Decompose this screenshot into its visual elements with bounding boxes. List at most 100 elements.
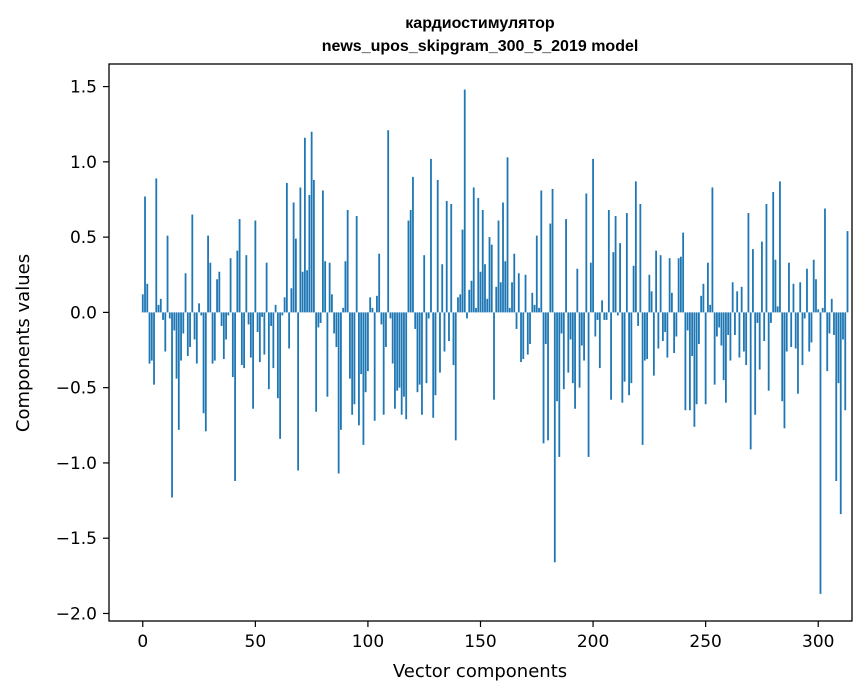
bar-259 (725, 312, 727, 403)
bar-100 (367, 312, 369, 372)
bar-120 (412, 176, 414, 313)
bar-87 (337, 312, 340, 474)
bars-group (141, 89, 849, 594)
bar-33 (216, 279, 218, 313)
bar-71 (301, 271, 304, 313)
bar-39 (229, 258, 232, 313)
bar-176 (538, 307, 540, 313)
bar-115 (400, 312, 403, 415)
bar-200 (592, 158, 594, 313)
bar-89 (342, 307, 345, 313)
bar-25 (198, 303, 200, 313)
bar-297 (810, 312, 813, 343)
bar-48 (249, 312, 252, 358)
bar-82 (326, 312, 329, 397)
bar-244 (691, 312, 694, 357)
bar-255 (716, 312, 718, 337)
bar-138 (452, 312, 455, 366)
bar-246 (695, 312, 698, 405)
bar-18 (182, 312, 185, 334)
y-tick-label-0: 1.5 (70, 78, 97, 98)
bar-170 (524, 274, 527, 313)
bar-286 (785, 312, 788, 352)
bar-78 (317, 312, 320, 328)
bar-61 (279, 312, 282, 439)
bar-69 (297, 312, 300, 471)
bar-66 (290, 288, 293, 313)
bar-92 (349, 312, 351, 379)
bar-90 (344, 261, 347, 313)
bar-145 (468, 289, 471, 313)
bar-229 (657, 312, 660, 349)
bar-240 (682, 232, 685, 313)
bar-24 (195, 312, 198, 364)
bar-12 (168, 312, 171, 319)
y-tick-label-1: 1.0 (70, 153, 97, 173)
bar-4 (150, 312, 153, 361)
y-axis-label: Components values (13, 254, 34, 432)
bar-27 (202, 312, 205, 414)
chart-title: кардиостимулятор (405, 15, 555, 32)
bar-40 (231, 312, 234, 378)
bar-143 (463, 89, 466, 313)
bar-131 (436, 179, 439, 313)
bar-132 (439, 312, 441, 373)
bar-125 (423, 255, 426, 313)
bar-235 (670, 292, 673, 313)
bar-104 (376, 295, 378, 313)
bar-15 (175, 312, 178, 379)
bar-274 (758, 312, 761, 370)
bar-51 (256, 312, 259, 332)
bar-103 (373, 312, 376, 421)
bar-148 (475, 307, 477, 313)
bar-215 (625, 213, 628, 313)
bar-80 (321, 190, 324, 313)
bar-305 (828, 312, 831, 334)
bar-140 (457, 297, 459, 313)
bar-55 (265, 262, 268, 313)
bar-105 (378, 253, 381, 313)
bar-226 (650, 291, 653, 313)
bar-36 (222, 312, 225, 360)
bar-310 (839, 312, 842, 515)
bar-194 (578, 312, 581, 388)
bar-214 (623, 312, 626, 382)
bar-169 (522, 312, 525, 360)
bar-79 (319, 312, 322, 323)
bar-10 (164, 312, 167, 352)
x-tick-label-100: 100 (352, 632, 384, 652)
bar-264 (736, 291, 739, 313)
bar-306 (830, 298, 833, 313)
bar-289 (792, 283, 795, 313)
bar-46 (245, 255, 248, 313)
bar-44 (240, 312, 243, 366)
bar-126 (425, 312, 428, 384)
bar-62 (281, 312, 284, 316)
bar-108 (385, 312, 387, 348)
bar-242 (686, 312, 689, 331)
bar-281 (774, 259, 777, 313)
bar-160 (502, 202, 504, 313)
bar-16 (177, 312, 180, 430)
bar-8 (159, 298, 162, 313)
bar-292 (799, 282, 802, 313)
bar-93 (351, 312, 354, 415)
bar-273 (756, 312, 759, 323)
bar-301 (819, 312, 822, 594)
bar-56 (267, 312, 270, 390)
bar-189 (567, 312, 570, 373)
bar-141 (459, 294, 462, 313)
bar-190 (569, 312, 572, 340)
bar-219 (634, 181, 637, 313)
bar-233 (666, 312, 669, 358)
bar-117 (405, 312, 408, 420)
bar-57 (270, 312, 273, 326)
bar-74 (308, 194, 311, 313)
bar-234 (668, 258, 671, 313)
bar-96 (358, 312, 360, 426)
y-tick-label-2: 0.5 (70, 228, 97, 248)
bar-245 (693, 312, 696, 427)
bar-209 (612, 252, 615, 313)
y-axis: 1.5 1.0 0.5 0.0 −0.5 −1.0 −1.5 −2.0 (56, 78, 109, 624)
bar-296 (808, 312, 811, 352)
